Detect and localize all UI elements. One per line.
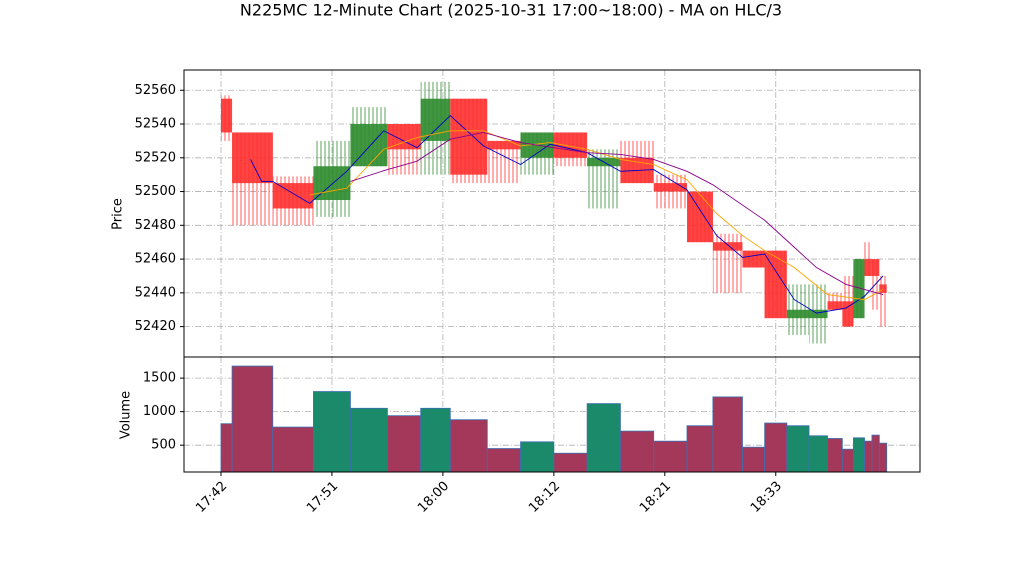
volume-frame (183, 356, 921, 473)
y-tick-label: 52560 (135, 83, 176, 98)
candle-body (712, 242, 743, 251)
candle-body (809, 309, 828, 319)
candle-body (686, 191, 713, 243)
wick (842, 275, 854, 327)
candle-body (764, 250, 787, 319)
volume-axis-label: Volume (119, 391, 134, 439)
y-tick-label: 52520 (135, 150, 176, 165)
volume-bar (520, 441, 555, 473)
candle-body (272, 183, 314, 209)
candle-body (827, 301, 843, 310)
volume-bar (686, 425, 714, 473)
volume-bar (871, 434, 880, 473)
candle-body (450, 98, 488, 175)
volume-bar (878, 442, 888, 473)
volume-bar (272, 426, 314, 473)
volume-tick-label: 1500 (143, 371, 176, 386)
candle-body (350, 124, 388, 167)
y-tick-label: 52440 (135, 285, 176, 300)
ma-line (309, 130, 884, 301)
x-tick-label: 17:51 (304, 479, 341, 516)
wick (864, 242, 872, 276)
y-tick-label: 52540 (135, 117, 176, 132)
x-tick-label: 18:33 (748, 479, 785, 516)
candle-body (879, 284, 887, 293)
volume-bar (653, 440, 688, 473)
candle-body (853, 259, 865, 319)
ma-line (350, 132, 884, 295)
y-tick-label: 52420 (135, 319, 176, 334)
volume-bar (712, 396, 743, 473)
candle-body (653, 183, 687, 192)
volume-bar (853, 437, 865, 473)
volume-bar (231, 365, 274, 473)
candle-body (387, 124, 421, 150)
volume-bar (220, 423, 233, 473)
volume-bar (486, 448, 521, 473)
volume-bar (786, 425, 810, 473)
volume-bar (841, 448, 854, 473)
volume-bar (350, 407, 388, 473)
candle-body (864, 259, 872, 276)
volume-bar (742, 446, 766, 473)
volume-bar (420, 407, 451, 473)
y-axis-label: Price (111, 198, 126, 230)
x-tick-label: 18:12 (526, 479, 563, 516)
candle-body (487, 140, 521, 150)
candle-body (232, 132, 273, 184)
volume-bar (553, 452, 588, 473)
volume-bar (864, 440, 873, 473)
candle-body (786, 309, 810, 319)
candle-body (220, 98, 233, 133)
chart-title: N225MC 12-Minute Chart (2025-10-31 17:00… (240, 1, 782, 20)
volume-bar (764, 422, 788, 473)
candle-body (871, 259, 880, 276)
y-tick-label: 52460 (135, 252, 176, 267)
volume-bar (387, 415, 422, 473)
candle-body (742, 250, 765, 268)
candle-body (842, 301, 854, 327)
volume-bar (808, 435, 828, 473)
x-tick-label: 18:21 (637, 479, 674, 516)
y-tick-label: 52480 (135, 218, 176, 233)
volume-bar (586, 403, 621, 473)
candle-body (553, 132, 588, 158)
y-tick-label: 52500 (135, 184, 176, 199)
volume-bar (313, 391, 351, 473)
volume-tick-label: 500 (151, 438, 176, 453)
x-tick-label: 17:42 (193, 479, 230, 516)
volume-tick-label: 1000 (143, 404, 176, 419)
wick (879, 275, 887, 327)
volume-bar (620, 430, 655, 473)
volume-bar (449, 419, 488, 473)
volume-bar (827, 438, 843, 473)
x-tick-label: 18:00 (415, 479, 452, 516)
